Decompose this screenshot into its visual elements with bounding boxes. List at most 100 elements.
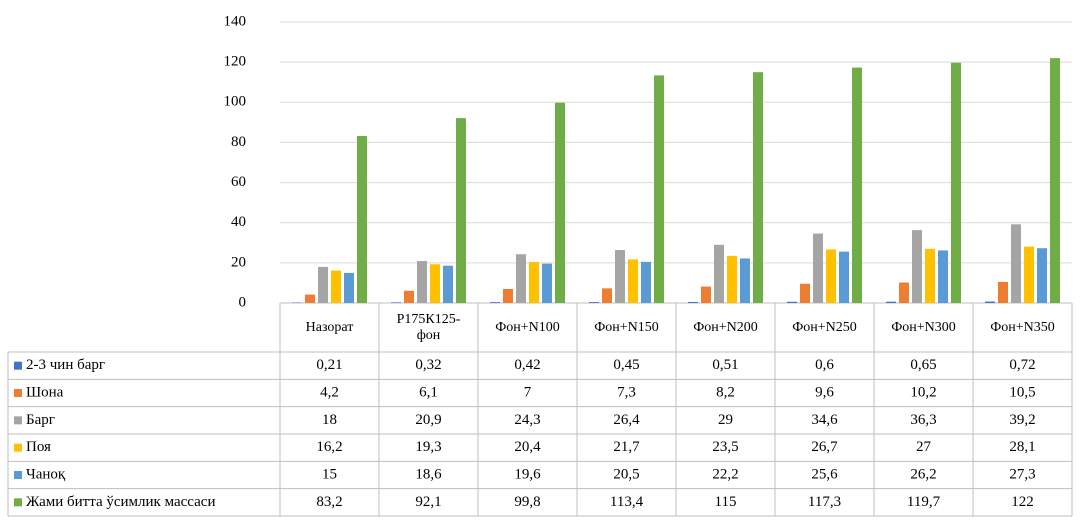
y-tick-label: 0 [239,294,247,310]
value-label: 0,6 [815,357,834,373]
header-cell: Фон+N200 [693,320,758,335]
value-label: 36,3 [910,412,936,428]
value-label: 0,21 [316,357,342,373]
bar [1037,248,1047,303]
value-label: 119,7 [907,494,941,510]
legend-label: Шона [26,384,64,400]
value-label: 4,2 [320,384,339,400]
value-label: 26,7 [811,439,838,455]
bar [357,136,367,303]
legend-swatch [14,361,22,370]
value-label: 15 [322,466,337,482]
value-label: 0,32 [415,357,441,373]
x-tick-label: Фон+N350 [990,319,1055,335]
header-cell: Фон+N250 [792,319,857,335]
legend-label: Барг [26,412,55,428]
legend-label: Поя [26,439,51,455]
bar [404,290,414,303]
bar [985,301,995,303]
header-cell: Назорат [305,319,354,335]
value-label: 24,3 [514,412,540,428]
bar [701,286,711,303]
legend-swatch [14,416,22,425]
bar [391,302,401,303]
value-label: 20,5 [613,466,639,482]
bar [688,301,698,303]
bar [602,288,612,303]
legend-label: Чаноқ [26,466,66,482]
bar [925,248,935,303]
bar [852,67,862,304]
value-label: 26,4 [613,412,640,428]
value-label: 7 [524,384,532,400]
x-tick-label: Фон+N250 [792,319,857,335]
header-cell: Фон+N150 [594,320,659,335]
value-label: 16,2 [316,439,342,455]
bar [331,270,341,303]
value-label: 7,3 [617,384,636,400]
value-label: 39,2 [1009,412,1035,428]
bar [938,250,948,303]
legend-label: Жами битта ўсимлик массаси [26,494,215,510]
x-tick-label: Назорат [305,319,354,335]
bar [899,282,909,303]
bar [800,283,810,303]
y-tick-label: 60 [231,174,246,190]
legend-swatch [14,389,22,397]
value-label: 122 [1011,494,1034,510]
bar [951,62,961,304]
bar [1011,224,1021,303]
value-label: 28,1 [1009,439,1035,455]
header-cell: Фон+N100 [495,319,560,335]
value-label: 6,1 [419,384,438,400]
value-label: 23,5 [712,439,738,455]
header-cell: Р175К125-фон [397,312,461,343]
y-tick-label: 140 [224,13,247,29]
bar [1050,58,1060,303]
y-tick-label: 40 [231,214,246,230]
x-tick-label: Фон+N300 [891,319,956,335]
bar [886,301,896,303]
value-label: 10,2 [910,384,936,400]
value-label: 0,42 [514,357,540,373]
value-label: 0,51 [712,357,738,373]
bar [305,294,315,303]
bar [740,258,750,303]
value-label: 19,3 [415,439,441,455]
value-label: 22,2 [712,466,738,482]
value-label: 113,4 [610,494,644,510]
value-label: 34,6 [811,412,838,428]
value-label: 18,6 [415,466,442,482]
y-tick-label: 120 [224,54,247,70]
bar [529,262,539,303]
header-cell: Фон+N300 [891,319,956,335]
value-label: 21,7 [613,439,640,455]
y-tick-label: 100 [224,94,247,110]
bar [787,301,797,303]
value-label: 20,4 [514,439,541,455]
bar [1024,246,1034,303]
value-label: 20,9 [415,412,441,428]
legend-swatch [14,471,22,479]
value-label: 0,65 [910,357,936,373]
bar [417,261,427,303]
bar [443,265,453,303]
bar [542,263,552,303]
bar [813,233,823,303]
value-label: 27,3 [1009,466,1035,482]
x-tick-label: Фон+N100 [495,319,560,335]
value-label: 0,45 [613,357,639,373]
value-label: 117,3 [808,494,841,510]
y-tick-label: 20 [231,254,246,270]
bar [654,75,664,303]
bar [490,302,500,303]
bar [714,244,724,303]
value-label: 99,8 [514,494,540,510]
bar [839,251,849,303]
bar [615,250,625,303]
value-label: 25,6 [811,466,838,482]
value-label: 27 [916,439,932,455]
bar [318,266,328,303]
bar [641,261,651,303]
bar [826,249,836,303]
